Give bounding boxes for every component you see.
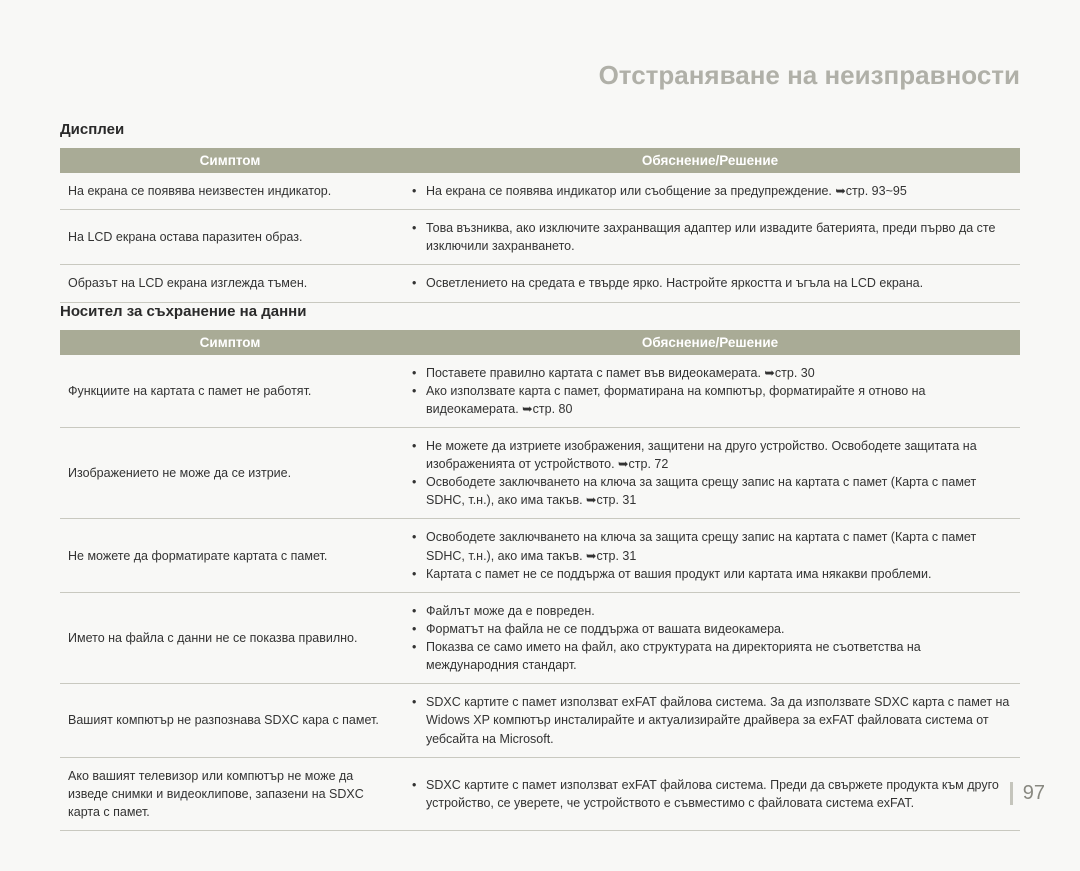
symptom-cell: На екрана се появява неизвестен индикато… — [60, 173, 400, 210]
bullet-item: Това възниква, ако изключите захранващия… — [426, 219, 1012, 255]
page-number: 97 — [1010, 782, 1045, 805]
symptom-cell: На LCD екрана остава паразитен образ. — [60, 210, 400, 265]
bullet-item: Файлът може да е повреден. — [426, 602, 1012, 620]
table-row: Образът на LCD екрана изглежда тъмен. Осв… — [60, 265, 1020, 302]
explanation-cell: Осветлението на средата е твърде ярко. Н… — [400, 265, 1020, 302]
header-explanation: Обяснение/Решение — [400, 330, 1020, 355]
explanation-cell: SDXC картите с памет използват exFAT фай… — [400, 684, 1020, 757]
symptom-cell: Името на файла с данни не се показва пра… — [60, 592, 400, 684]
explanation-cell: Освободете заключването на ключа за защи… — [400, 519, 1020, 592]
symptom-cell: Ако вашият телевизор или компютър не мож… — [60, 757, 400, 830]
symptom-cell: Не можете да форматирате картата с памет… — [60, 519, 400, 592]
section-title-1: Носител за съхранение на данни — [60, 303, 1020, 320]
bullet-item: Освободете заключването на ключа за защи… — [426, 528, 1012, 564]
table-row: Не можете да форматирате картата с памет… — [60, 519, 1020, 592]
header-explanation: Обяснение/Решение — [400, 148, 1020, 173]
table-row: Вашият компютър не разпознава SDXC кара … — [60, 684, 1020, 757]
bullet-item: Не можете да изтриете изображения, защит… — [426, 437, 1012, 473]
explanation-cell: Това възниква, ако изключите захранващия… — [400, 210, 1020, 265]
bullet-item: Показва се само името на файл, ако струк… — [426, 638, 1012, 674]
section-title-0: Дисплеи — [60, 121, 1020, 138]
table-row: Функциите на картата с памет не работят.… — [60, 355, 1020, 428]
bullet-item: Форматът на файла не се поддържа от ваша… — [426, 620, 1012, 638]
page-title: Отстраняване на неизправности — [60, 60, 1020, 91]
table-row: На LCD екрана остава паразитен образ. Тов… — [60, 210, 1020, 265]
table-row: Името на файла с данни не се показва пра… — [60, 592, 1020, 684]
bullet-item: Картата с памет не се поддържа от вашия … — [426, 565, 1012, 583]
table-row: Ако вашият телевизор или компютър не мож… — [60, 757, 1020, 830]
symptom-cell: Изображението не може да се изтрие. — [60, 427, 400, 519]
explanation-cell: Не можете да изтриете изображения, защит… — [400, 427, 1020, 519]
section-displays: Дисплеи Симптом Обяснение/Решение На екр… — [60, 121, 1020, 303]
explanation-cell: Файлът може да е повреден.Форматът на фа… — [400, 592, 1020, 684]
explanation-cell: На екрана се появява индикатор или съобщ… — [400, 173, 1020, 210]
table-displays: Симптом Обяснение/Решение На екрана се п… — [60, 148, 1020, 303]
symptom-cell: Функциите на картата с памет не работят. — [60, 355, 400, 428]
header-symptom: Симптом — [60, 330, 400, 355]
table-storage: Симптом Обяснение/Решение Функциите на к… — [60, 330, 1020, 832]
bullet-item: Ако използвате карта с памет, форматиран… — [426, 382, 1012, 418]
bullet-item: SDXC картите с памет използват exFAT фай… — [426, 693, 1012, 747]
bullet-item: Поставете правилно картата с памет във в… — [426, 364, 1012, 382]
explanation-cell: Поставете правилно картата с памет във в… — [400, 355, 1020, 428]
table-row: Изображението не може да се изтрие. Не мо… — [60, 427, 1020, 519]
explanation-cell: SDXC картите с памет използват exFAT фай… — [400, 757, 1020, 830]
header-symptom: Симптом — [60, 148, 400, 173]
tbody-0: На екрана се появява неизвестен индикато… — [60, 173, 1020, 302]
bullet-item: На екрана се появява индикатор или съобщ… — [426, 182, 1012, 200]
bullet-item: Осветлението на средата е твърде ярко. Н… — [426, 274, 1012, 292]
bullet-item: Освободете заключването на ключа за защи… — [426, 473, 1012, 509]
table-row: На екрана се появява неизвестен индикато… — [60, 173, 1020, 210]
tbody-1: Функциите на картата с памет не работят.… — [60, 355, 1020, 831]
symptom-cell: Образът на LCD екрана изглежда тъмен. — [60, 265, 400, 302]
section-storage: Носител за съхранение на данни Симптом О… — [60, 303, 1020, 832]
symptom-cell: Вашият компютър не разпознава SDXC кара … — [60, 684, 400, 757]
bullet-item: SDXC картите с памет използват exFAT фай… — [426, 776, 1012, 812]
